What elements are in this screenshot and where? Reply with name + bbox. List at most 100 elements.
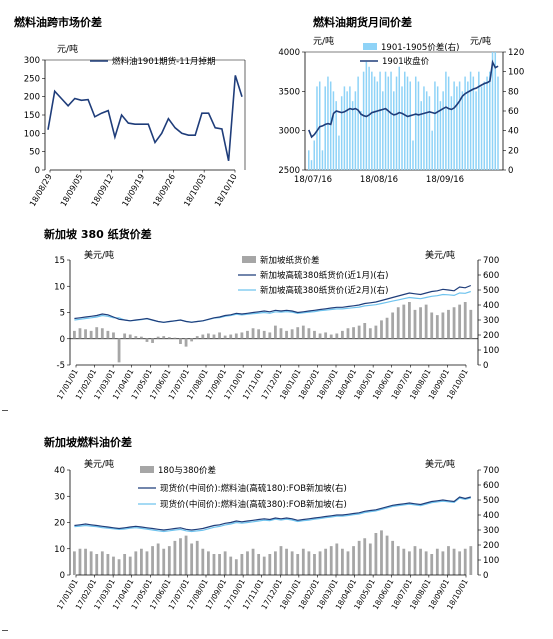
chart2-x-tick-label: 18/08/16 <box>360 175 398 185</box>
chart4-bar <box>396 546 400 575</box>
chart3-y-left-tick-label: 0 <box>60 335 65 345</box>
chart4-bar <box>274 551 277 575</box>
chart4-bar <box>469 546 473 575</box>
chart3-bar <box>89 330 93 339</box>
chart1-legend-label: 燃料油1901期货-11月掉期 <box>112 56 216 67</box>
chart4-y-right-tick-label: 200 <box>483 541 499 551</box>
chart4-bar <box>324 548 328 575</box>
chart3-x-tick-label: 17/06/01 <box>148 367 173 401</box>
chart4-bar <box>89 551 93 575</box>
chart3-bar <box>207 333 210 339</box>
chart2-title: 燃料油期货月间价差 <box>313 16 412 29</box>
chart2-bar <box>398 66 401 170</box>
chart2-bar <box>395 76 398 170</box>
chart3-bar <box>279 328 283 339</box>
chart2-bar <box>335 101 337 170</box>
chart2-bar <box>494 52 497 170</box>
chart2-bar <box>362 71 365 170</box>
chart4-bar <box>447 546 450 575</box>
chart4-bar <box>391 540 395 575</box>
chart3-bar <box>435 315 439 339</box>
chart4-bar <box>218 554 221 575</box>
chart2-y-right-tick-label: 80 <box>508 87 519 97</box>
chart3-bar <box>447 309 450 339</box>
chart3-bar <box>301 325 305 339</box>
chart4-bar <box>145 551 149 575</box>
chart3-y-left-tick-label: -5 <box>57 361 65 371</box>
chart2-bar <box>332 91 335 170</box>
chart2-bar <box>329 81 332 170</box>
chart3-x-tick-label: 18/10/01 <box>445 367 470 401</box>
chart3-bar <box>73 330 76 339</box>
chart4-y-left-tick-label: 0 <box>60 571 65 581</box>
chart4-y-right-tick-label: 700 <box>483 466 499 476</box>
chart2-bar <box>431 130 433 170</box>
chart1-y-tick-label: 150 <box>24 111 40 121</box>
chart4-bar <box>167 546 171 575</box>
chart4-x-tick-label: 17/01/01 <box>55 577 80 611</box>
chart4-bar <box>452 548 456 575</box>
chart4-x-tick-label: 17/07/01 <box>167 577 192 611</box>
chart4-bar <box>329 546 333 575</box>
chart4-bar <box>341 548 344 575</box>
chart4-bar <box>112 556 115 575</box>
chart4-bar <box>430 554 434 575</box>
chart3-bar <box>212 334 216 339</box>
chart2-bar <box>428 96 431 170</box>
chart3-bar <box>223 335 227 339</box>
chart2-bar <box>373 76 376 170</box>
chart4-title: 新加坡燃料油价差 <box>44 436 132 449</box>
chart2-bar <box>371 71 373 170</box>
chart3-x-tick-label: 17/07/01 <box>167 367 192 401</box>
chart3-bar <box>167 337 171 339</box>
chart3-bar <box>123 333 127 339</box>
chart4-bar <box>140 548 143 575</box>
chart2-bar <box>343 86 346 170</box>
chart4-bar <box>368 543 372 575</box>
chart2-bar <box>360 111 362 170</box>
chart2-y-left-tick-label: 2500 <box>278 166 300 176</box>
chart1-y-tick-label: 50 <box>29 148 40 158</box>
chart4-x-tick-label: 17/05/01 <box>129 577 154 611</box>
chart3-bar <box>162 336 166 339</box>
chart2-bar <box>423 86 425 170</box>
chart2-bar <box>458 81 461 170</box>
chart3-bar <box>100 328 104 339</box>
chart4-x-tick-label: 17/02/01 <box>74 577 99 611</box>
chart2-bar <box>447 76 450 170</box>
chart2-bar <box>379 71 381 170</box>
chart4-bar <box>463 548 467 575</box>
chart4-y-right-tick-label: 0 <box>483 571 488 581</box>
chart2-bar <box>486 76 488 170</box>
chart2-bar <box>445 71 447 170</box>
chart2-y-right-tick-label: 0 <box>508 166 513 176</box>
chart3-bar <box>419 307 422 339</box>
chart2-y-right-tick-label: 100 <box>508 68 524 78</box>
chart4-bar <box>374 533 378 575</box>
chart4-y-right-tick-label: 400 <box>483 511 499 521</box>
chart3-bar <box>106 330 110 339</box>
chart3-y-right-tick-label: 400 <box>483 301 499 311</box>
chart4-bar <box>246 551 249 575</box>
chart2-x-tick-label: 18/09/16 <box>426 175 464 185</box>
chart3-bar <box>117 338 121 363</box>
chart2-bar <box>308 150 310 170</box>
chart3-x-tick-label: 18/03/01 <box>315 367 340 401</box>
chart3-bar <box>268 332 272 339</box>
chart2-bar <box>475 91 477 170</box>
chart2-bar <box>461 91 464 170</box>
chart4-bar <box>352 546 355 575</box>
chart4-x-tick-label: 18/03/01 <box>315 577 340 611</box>
chart2-bar <box>324 86 326 170</box>
chart2-bar <box>489 71 491 170</box>
chart4-x-tick-label: 18/05/01 <box>352 577 377 611</box>
chart1-x-tick-label: 18/09/26 <box>151 173 177 209</box>
chart4-bar <box>335 543 339 575</box>
chart3-bar <box>346 328 350 339</box>
chart2-bar <box>376 81 379 170</box>
chart3-x-tick-label: 18/04/01 <box>334 367 359 401</box>
chart3-bar <box>335 333 339 339</box>
chart1-series-line <box>47 75 243 161</box>
chart4-x-tick-label: 17/12/01 <box>259 577 284 611</box>
chart1-ylabel: 元/吨 <box>57 43 78 55</box>
